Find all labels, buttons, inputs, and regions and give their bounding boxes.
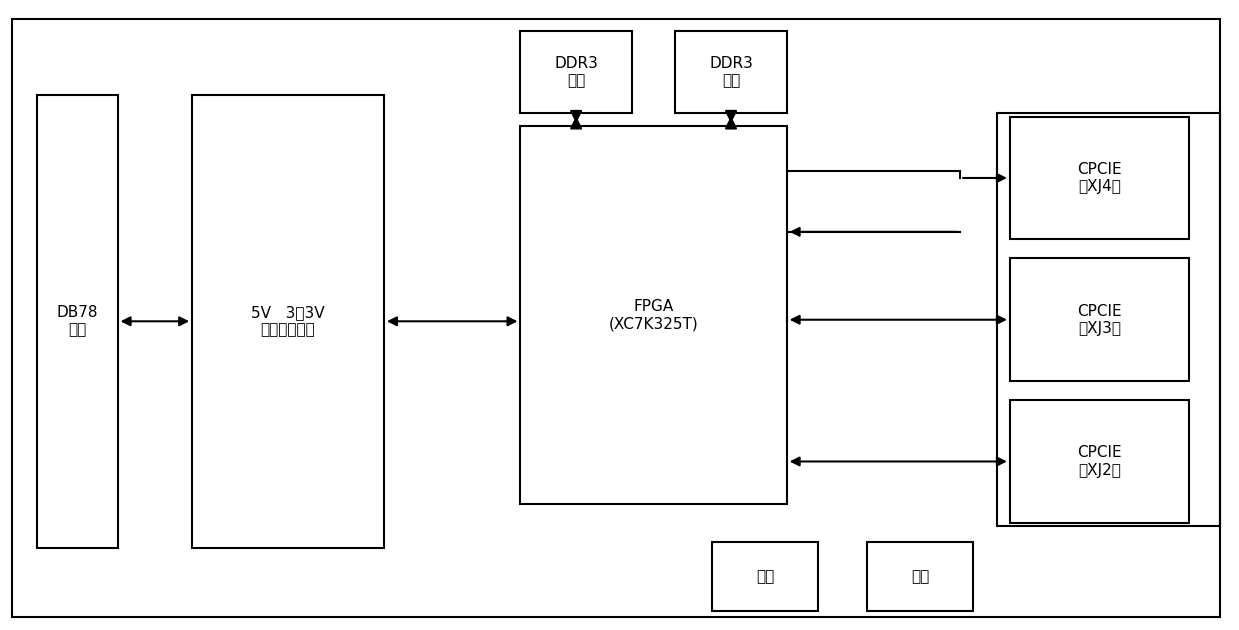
- Bar: [192, 94, 384, 548]
- Bar: [1010, 258, 1189, 381]
- Text: FPGA
(XC7K325T): FPGA (XC7K325T): [608, 299, 699, 331]
- Bar: [867, 542, 973, 611]
- Bar: [1010, 117, 1189, 239]
- Text: 5V   3。3V
电平转换芯片: 5V 3。3V 电平转换芯片: [252, 305, 325, 338]
- Bar: [675, 32, 787, 113]
- Text: DB78
插头: DB78 插头: [57, 305, 98, 338]
- Text: 时钟: 时钟: [756, 569, 774, 584]
- Text: DDR3
颗粒: DDR3 颗粒: [709, 56, 753, 89]
- Text: CPCIE
（XJ3）: CPCIE （XJ3）: [1077, 304, 1123, 336]
- Text: CPCIE
（XJ4）: CPCIE （XJ4）: [1077, 162, 1123, 194]
- Text: 电源: 电源: [911, 569, 929, 584]
- Text: DDR3
颗粒: DDR3 颗粒: [554, 56, 598, 89]
- Bar: [712, 542, 818, 611]
- Text: CPCIE
（XJ2）: CPCIE （XJ2）: [1077, 445, 1123, 478]
- Bar: [520, 126, 787, 504]
- Bar: [997, 113, 1220, 526]
- Bar: [520, 32, 632, 113]
- Bar: [37, 94, 118, 548]
- Bar: [1010, 400, 1189, 523]
